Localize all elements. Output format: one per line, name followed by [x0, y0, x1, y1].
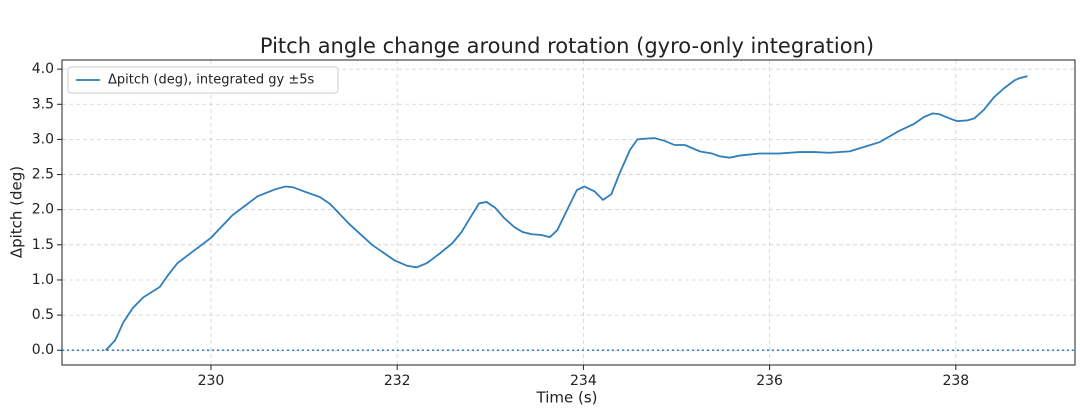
x-tick-label: 236 [756, 373, 783, 389]
x-tick-label: 238 [942, 373, 969, 389]
y-tick-label: 2.5 [32, 167, 54, 183]
y-tick-label: 2.0 [32, 202, 54, 218]
data-line [105, 75, 1028, 351]
y-axis-label: Δpitch (deg) [8, 166, 26, 258]
legend-box [67, 66, 339, 94]
y-tick-label: 3.0 [32, 131, 54, 147]
plot-frame [61, 59, 1076, 366]
legend-label: Δpitch (deg), integrated gy ±5s [108, 73, 315, 88]
x-tick-label: 232 [384, 373, 411, 389]
y-tick-label: 3.5 [32, 96, 54, 112]
y-tick-label: 4.0 [32, 61, 54, 77]
y-tick-label: 0.0 [32, 342, 54, 358]
x-tick-label: 234 [570, 373, 597, 389]
x-tick-label: 230 [198, 373, 225, 389]
y-tick-label: 0.5 [32, 307, 54, 323]
y-tick-label: 1.0 [32, 272, 54, 288]
y-tick-label: 1.5 [32, 237, 54, 253]
x-axis-label: Time (s) [536, 389, 598, 407]
chart-title: Pitch angle change around rotation (gyro… [260, 34, 874, 58]
